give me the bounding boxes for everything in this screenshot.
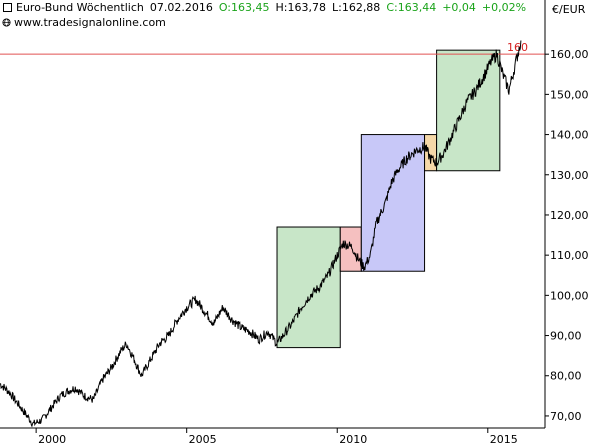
x-axis-ticks: 2000 2005 2010 2015 xyxy=(35,428,518,446)
x-tick-label: 2005 xyxy=(189,433,217,446)
globe-icon xyxy=(2,18,11,27)
y-tick-label: 110,00 xyxy=(550,249,589,262)
header-quote-row: Euro-Bund Wöchentlich 07.02.2016 O:163,4… xyxy=(0,0,526,15)
zone-red-2 xyxy=(339,226,362,272)
x-tick-label: 2015 xyxy=(490,433,518,446)
chart-header: Euro-Bund Wöchentlich 07.02.2016 O:163,4… xyxy=(0,0,526,30)
y-tick-label: 120,00 xyxy=(550,209,589,222)
y-tick-label: 100,00 xyxy=(550,289,589,302)
change-value: +0,04 xyxy=(442,1,476,14)
website-link[interactable]: www.tradesignalonline.com xyxy=(14,16,166,29)
zone-green-5 xyxy=(436,49,501,172)
low-value: L:162,88 xyxy=(331,1,381,14)
y-tick-label: 150,00 xyxy=(550,88,589,101)
header-website-row: www.tradesignalonline.com xyxy=(0,15,526,30)
legend-square-icon xyxy=(3,3,12,12)
open-value: O:163,45 xyxy=(218,1,270,14)
high-value: H:163,78 xyxy=(275,1,326,14)
y-tick-label: 140,00 xyxy=(550,129,589,142)
y-tick-label: 70,00 xyxy=(550,410,582,423)
y-tick-label: 90,00 xyxy=(550,330,582,343)
y-tick-label: 160,00 xyxy=(550,48,589,61)
x-tick-label: 2010 xyxy=(339,433,367,446)
y-tick-label: 80,00 xyxy=(550,370,582,383)
change-percent: +0,02% xyxy=(481,1,527,14)
zone-green-1 xyxy=(276,226,341,349)
price-series-line xyxy=(0,40,522,428)
close-value: C:163,44 xyxy=(386,1,437,14)
y-axis-unit: €/EUR xyxy=(552,3,586,16)
resistance-label: 160 xyxy=(507,41,528,54)
y-axis-ticks: 70,00 80,00 90,00 100,00 110,00 120,00 130,00 1… xyxy=(545,48,589,423)
zones-layer xyxy=(276,49,501,349)
quote-date: 07.02.2016 xyxy=(149,1,213,14)
y-tick-label: 130,00 xyxy=(550,169,589,182)
instrument-name: Euro-Bund Wöchentlich xyxy=(16,1,144,14)
x-tick-label: 2000 xyxy=(38,433,66,446)
